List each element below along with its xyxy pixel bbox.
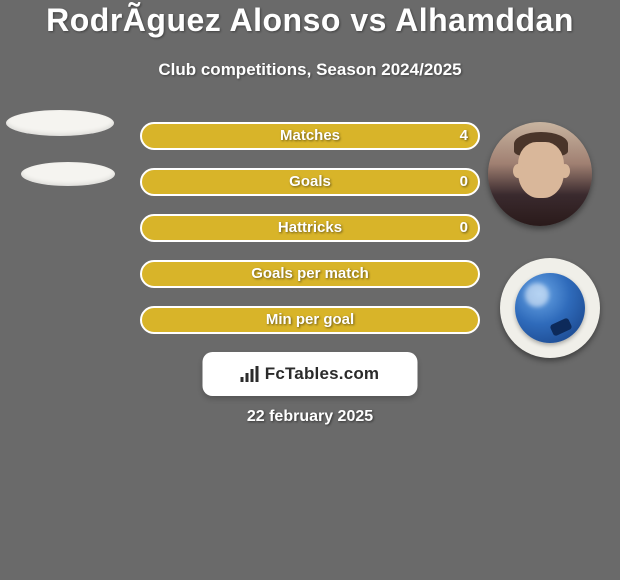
stat-value-right: 0 xyxy=(460,214,468,242)
stat-row: Min per goal xyxy=(140,306,480,334)
credit-text: FcTables.com xyxy=(265,364,380,384)
subtitle: Club competitions, Season 2024/2025 xyxy=(0,60,620,80)
stat-value-right: 0 xyxy=(460,168,468,196)
stat-label: Hattricks xyxy=(140,214,480,242)
stat-label: Goals xyxy=(140,168,480,196)
title: RodrÃ­guez Alonso vs Alhamddan xyxy=(0,2,620,39)
chart-icon xyxy=(241,366,259,382)
stat-row: Goals per match xyxy=(140,260,480,288)
comparison-card: RodrÃ­guez Alonso vs Alhamddan Club comp… xyxy=(0,0,620,580)
stat-row: Hattricks0 xyxy=(140,214,480,242)
stat-label: Min per goal xyxy=(140,306,480,334)
credit-pill: FcTables.com xyxy=(203,352,418,396)
stat-label: Goals per match xyxy=(140,260,480,288)
stat-value-right: 4 xyxy=(460,122,468,150)
date: 22 february 2025 xyxy=(0,408,620,426)
stat-label: Matches xyxy=(140,122,480,150)
stats-column: Matches4Goals0Hattricks0Goals per matchM… xyxy=(0,122,620,334)
stat-row: Goals0 xyxy=(140,168,480,196)
stat-row: Matches4 xyxy=(140,122,480,150)
